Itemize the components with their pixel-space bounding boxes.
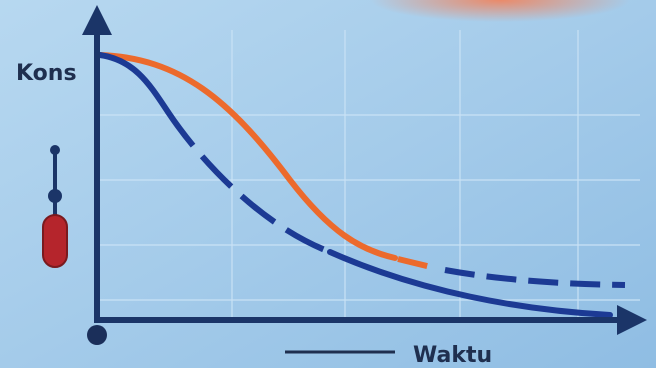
glow (370, 0, 630, 22)
blue-curve-dashed (165, 110, 332, 255)
orange-curve-dashed (397, 256, 436, 271)
thermometer-icon (42, 145, 68, 268)
blue-curve-tail (327, 249, 613, 318)
blue-curve (97, 52, 171, 115)
origin-dot (87, 325, 107, 345)
blue-dashed-curve (444, 267, 626, 288)
x-axis-label: Waktu (413, 343, 492, 368)
orange-curve (97, 52, 398, 261)
grid (100, 30, 640, 318)
y-axis-label: Kons (16, 61, 77, 86)
